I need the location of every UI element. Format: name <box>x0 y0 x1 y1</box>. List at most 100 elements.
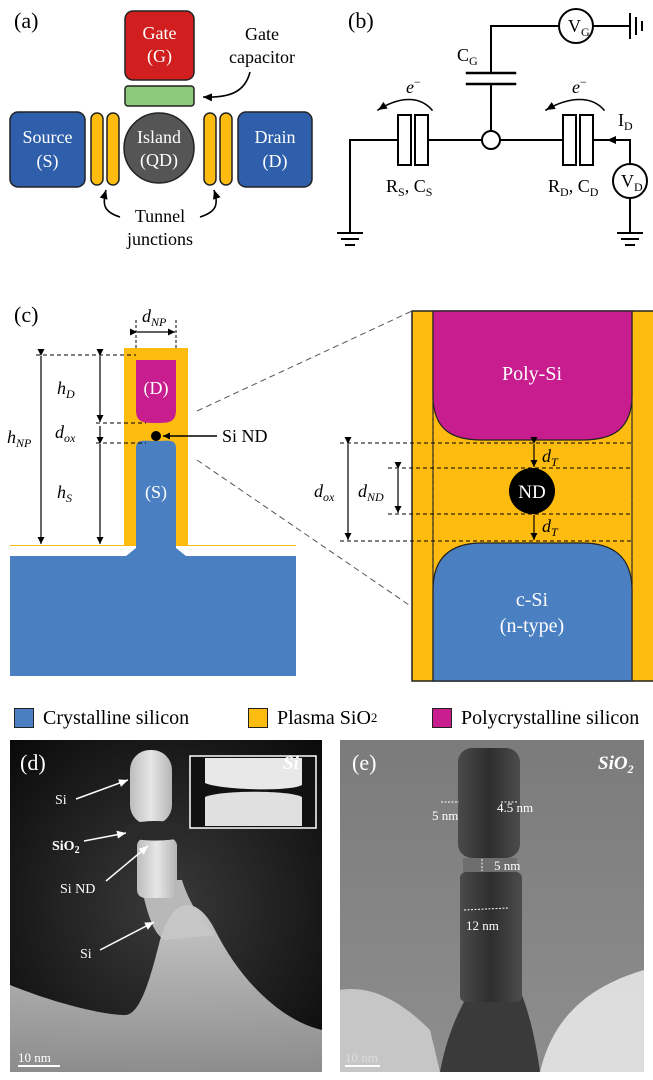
zoom-dt-top-label: dT <box>542 446 559 469</box>
panel-b: (b) VG CG VD <box>337 8 648 246</box>
tem-d-si-bottom: Si <box>80 947 92 962</box>
nd-label: ND <box>518 482 545 503</box>
tem-e-scale-label: 10 nm <box>345 1050 378 1065</box>
gate-capacitor-label-1: Gate <box>245 24 279 44</box>
tunnel-arrow-right <box>199 189 221 218</box>
island-label: Island <box>137 127 181 147</box>
legend-swatch-plasma-sio2 <box>248 708 268 728</box>
panel-e: (e) SiO2 5 nm 4.5 nm 5 nm 12 nm 10 nm <box>340 740 644 1072</box>
panel-c-label: (c) <box>14 302 38 327</box>
island-abbr: (QD) <box>140 150 178 171</box>
tem-d-sio2-arrow <box>83 830 127 842</box>
source-label: Source <box>23 127 73 147</box>
tem-e-gap <box>463 858 517 872</box>
tunnel-junction-right-1 <box>203 112 217 186</box>
legend-swatch-crystalline-silicon <box>14 708 34 728</box>
tem-e-pillar-upper <box>458 748 520 858</box>
junction-s-right <box>414 114 429 166</box>
poly-si-label: Poly-Si <box>502 363 562 385</box>
zoom-dnd-label: dND <box>358 481 384 504</box>
panel-e-tag: SiO2 <box>598 753 634 776</box>
panel-b-label: (b) <box>348 8 374 33</box>
id-label: ID <box>618 110 633 133</box>
tunnel-arrow-left <box>99 189 121 218</box>
tem-e-base-dark <box>440 990 540 1072</box>
tem-d-oxide-band <box>126 821 186 841</box>
dox-label: dox <box>55 422 76 445</box>
tunnel-junction-left-2 <box>106 112 120 186</box>
cg-label: CG <box>457 45 478 68</box>
drain-block <box>237 111 313 188</box>
nd-circle <box>509 468 555 514</box>
legend-label-plasma-sio2-sub: 2 <box>370 710 378 725</box>
hs-label: hS <box>57 482 72 505</box>
legend-swatch-polycrystalline-silicon <box>432 708 452 728</box>
legend: Crystalline silicon Plasma SiO 2 Polycrys… <box>14 703 644 733</box>
tem-d-inset-bottom <box>205 791 302 826</box>
gate-label: Gate <box>143 23 177 43</box>
panel-e-label: (e) <box>352 750 376 775</box>
si-nd-label: Si ND <box>222 426 268 446</box>
junction-d-right <box>579 114 594 166</box>
electron-label-left: e− <box>406 75 421 97</box>
gate-capacitor-label-2: capacitor <box>229 47 295 67</box>
zoom-guide-top <box>196 310 413 412</box>
electron-arrow-left <box>376 98 434 112</box>
legend-item-polycrystalline-silicon: Polycrystalline silicon <box>432 703 639 733</box>
source-abbr: (S) <box>37 151 59 172</box>
tem-e-pillar-lower <box>460 872 522 1002</box>
legend-label-polycrystalline-silicon: Polycrystalline silicon <box>461 706 640 729</box>
tunnel-junctions-label-2: junctions <box>126 229 193 249</box>
tem-d-pillar-mid <box>137 838 177 898</box>
hnp-label: hNP <box>7 427 32 450</box>
rs-cs-label: RS, CS <box>386 176 432 199</box>
junction-s-left <box>397 114 412 166</box>
tem-d-sio2: SiO2 <box>52 839 80 856</box>
tem-e-base-glow-left <box>340 989 440 1072</box>
zoom-dt-bottom-label: dT <box>542 516 559 539</box>
panel-d: (d) Si Si SiO2 Si ND Si 10 nm <box>10 740 322 1072</box>
gate-capacitor-block <box>124 85 195 107</box>
zoom-dox-label: dox <box>314 481 335 504</box>
zoom-c-si <box>432 542 633 682</box>
tem-d-scale-label: 10 nm <box>18 1050 51 1065</box>
tem-d-inset-top <box>205 758 302 790</box>
dnp-label: dNP <box>142 306 167 329</box>
junction-d-left <box>562 114 577 166</box>
legend-label-crystalline-silicon: Crystalline silicon <box>43 706 190 729</box>
drain-abbr: (D) <box>263 151 288 172</box>
tem-e-m1: 5 nm <box>432 808 458 823</box>
tem-d-si-bottom-arrow <box>99 921 155 951</box>
gate-block <box>124 10 195 81</box>
zoom-poly-si <box>432 310 633 441</box>
vd-label: VD <box>621 171 643 194</box>
legend-item-crystalline-silicon: Crystalline silicon <box>14 703 189 733</box>
source-region-label: (S) <box>145 482 167 503</box>
panel-d-tag: Si <box>283 753 300 774</box>
panel-a-label: (a) <box>14 8 38 33</box>
tem-d-pillar-upper <box>130 750 172 825</box>
tem-e-m3: 5 nm <box>494 858 520 873</box>
drain-label: Drain <box>255 127 296 147</box>
si-nd-dot <box>151 431 161 441</box>
tunnel-junction-right-2 <box>219 112 233 186</box>
legend-item-plasma-sio2: Plasma SiO 2 <box>248 703 377 733</box>
gate-capacitor-arrow <box>202 71 251 102</box>
tunnel-junction-left-1 <box>90 112 104 186</box>
panel-c: (c) (D) (S) Si ND dNP hNP hD dox hS <box>7 302 653 682</box>
electron-label-right: e− <box>572 75 587 97</box>
island-circle <box>123 112 195 184</box>
vg-label: VG <box>568 16 590 39</box>
tem-d-si-nd: Si ND <box>60 882 95 897</box>
tem-d-si-top-arrow <box>75 779 129 800</box>
poly-si-drain <box>136 360 176 423</box>
source-block <box>9 111 86 188</box>
rd-cd-label: RD, CD <box>548 176 599 199</box>
gate-abbr: (G) <box>147 46 172 67</box>
tem-d-si-nd-arrow <box>105 845 149 882</box>
panel-a: (a) Gate (G) Gate capacitor Source (S) I… <box>9 8 313 249</box>
tem-d-si-top: Si <box>55 793 67 808</box>
c-si-label-2: (n-type) <box>500 615 564 637</box>
drain-region-label: (D) <box>144 378 169 399</box>
